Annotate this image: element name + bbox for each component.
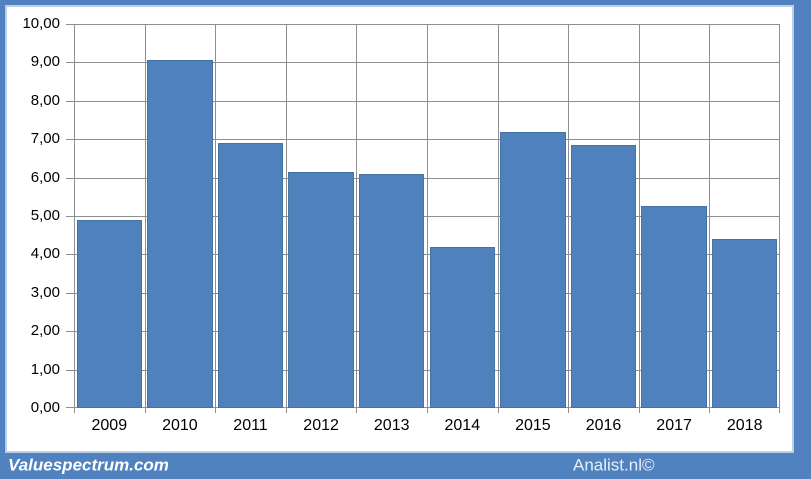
bar-2013 [358, 173, 425, 408]
bar-2018 [711, 239, 778, 408]
y-axis-tick [66, 331, 74, 333]
y-axis-label: 3,00 [30, 283, 60, 301]
x-axis-label: 2012 [303, 417, 339, 434]
bar-2015 [500, 131, 566, 408]
y-axis-tick [66, 139, 74, 141]
v-gridline [779, 24, 780, 408]
x-axis-label: 2014 [444, 417, 481, 434]
v-gridline [215, 24, 216, 408]
x-axis-tick [779, 408, 780, 413]
v-gridline [639, 24, 640, 408]
x-axis-tick [215, 408, 216, 413]
x-axis-label: 2013 [373, 417, 410, 434]
x-axis-label: 2016 [585, 417, 622, 434]
y-axis-label: 2,00 [30, 322, 60, 340]
y-axis-label: 1,00 [30, 360, 60, 378]
y-axis-tick [66, 24, 74, 25]
x-axis-label: 2009 [91, 417, 128, 434]
x-axis-label: 2010 [162, 417, 198, 434]
y-axis-tick [66, 100, 74, 102]
y-axis-tick [66, 216, 74, 217]
v-gridline [145, 24, 146, 408]
y-axis-label: 10,00 [22, 15, 60, 32]
v-gridline [74, 24, 75, 408]
x-axis-label: 2017 [656, 417, 692, 434]
y-axis-tick [66, 254, 74, 256]
v-gridline [286, 24, 287, 408]
bar-2012 [288, 171, 354, 408]
x-axis-label: 2018 [726, 417, 763, 434]
bar-2010 [147, 60, 213, 408]
y-axis-label: 6,00 [30, 168, 60, 186]
x-axis-tick [145, 408, 146, 413]
y-axis-label: 0,00 [30, 399, 60, 416]
bar-2016 [570, 144, 637, 408]
x-axis-tick [427, 408, 428, 413]
x-axis-tick [639, 408, 640, 413]
v-gridline [356, 24, 357, 408]
v-gridline [427, 24, 428, 408]
x-axis-label: 2011 [233, 417, 268, 434]
y-axis-label: 7,00 [30, 130, 60, 148]
x-axis-tick [498, 408, 499, 413]
y-axis-tick [66, 177, 74, 179]
bar-2014 [429, 246, 496, 408]
watermark-analist: Analist.nl© [573, 455, 655, 475]
x-axis-label: 2015 [515, 417, 551, 434]
watermark-valuespectrum: Valuespectrum.com [8, 455, 169, 475]
x-axis-tick [356, 408, 357, 413]
y-axis-label: 5,00 [30, 207, 60, 224]
y-axis-tick [66, 62, 74, 64]
chart-surface: 10,00 9,00 8,00 7,00 6,00 5,00 4,00 3,00 2,00 1,0… [5, 5, 794, 453]
y-axis-tick [66, 369, 74, 371]
v-gridline [568, 24, 569, 408]
v-gridline [498, 24, 499, 408]
y-axis-tick [66, 292, 74, 294]
x-axis-tick [568, 408, 569, 413]
footer-bar: Valuespectrum.com Analist.nl© [0, 453, 811, 479]
bar-2017 [641, 206, 707, 408]
x-axis-tick [286, 408, 287, 413]
x-axis-tick [709, 408, 710, 413]
y-axis-label: 4,00 [30, 245, 60, 263]
plot-area [74, 24, 780, 408]
v-gridline [709, 24, 710, 408]
x-axis-tick [74, 408, 75, 413]
y-axis-tick [66, 407, 74, 408]
y-axis-label: 9,00 [30, 53, 60, 71]
bar-2011 [217, 143, 284, 408]
bar-2009 [76, 219, 143, 408]
y-axis-label: 8,00 [30, 91, 60, 109]
